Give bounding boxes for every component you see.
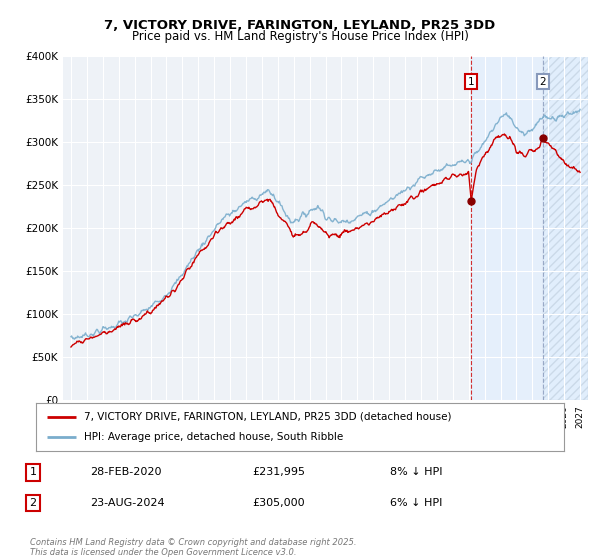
Text: 6% ↓ HPI: 6% ↓ HPI [390,498,442,508]
Text: £305,000: £305,000 [252,498,305,508]
Text: Price paid vs. HM Land Registry's House Price Index (HPI): Price paid vs. HM Land Registry's House … [131,30,469,43]
Text: 28-FEB-2020: 28-FEB-2020 [90,468,161,478]
Text: 7, VICTORY DRIVE, FARINGTON, LEYLAND, PR25 3DD: 7, VICTORY DRIVE, FARINGTON, LEYLAND, PR… [104,18,496,32]
Text: 2: 2 [539,77,546,87]
Bar [542,56,588,400]
Text: HPI: Average price, detached house, South Ribble: HPI: Average price, detached house, Sout… [83,432,343,442]
Text: 2: 2 [29,498,37,508]
Text: 23-AUG-2024: 23-AUG-2024 [90,498,164,508]
Text: 7, VICTORY DRIVE, FARINGTON, LEYLAND, PR25 3DD (detached house): 7, VICTORY DRIVE, FARINGTON, LEYLAND, PR… [83,412,451,422]
Bar [471,56,588,400]
Text: 1: 1 [29,468,37,478]
Text: £231,995: £231,995 [252,468,305,478]
Text: Contains HM Land Registry data © Crown copyright and database right 2025.
This d: Contains HM Land Registry data © Crown c… [30,538,356,557]
Text: 8% ↓ HPI: 8% ↓ HPI [390,468,443,478]
Text: 1: 1 [468,77,475,87]
